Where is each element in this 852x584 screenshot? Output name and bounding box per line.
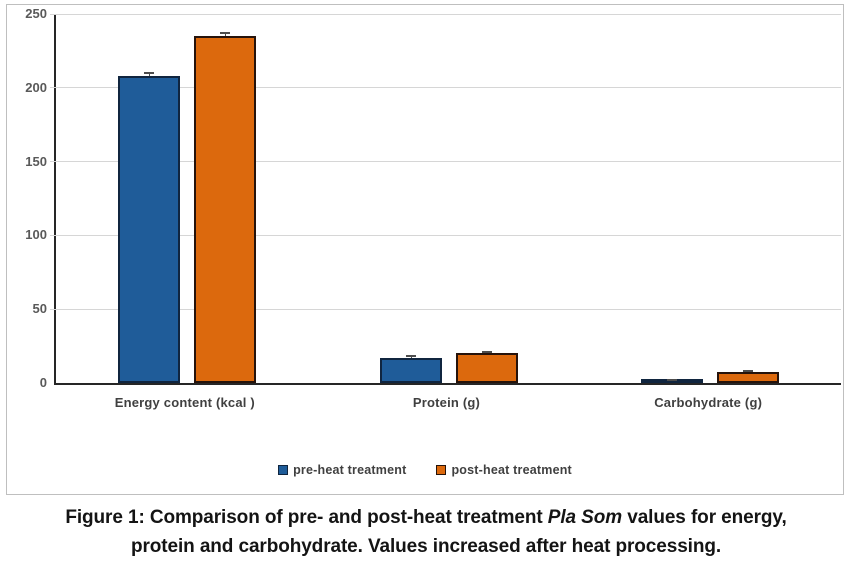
error-bar-stem <box>148 73 150 76</box>
category-label-2: Carbohydrate (g) <box>654 395 763 410</box>
chart-frame: 0 50 100 150 200 250 Energy content (kcal ) Pr… <box>6 4 844 495</box>
gridline-50 <box>50 308 841 310</box>
bar-pre-heat-cat0 <box>117 76 180 383</box>
caption-text: Figure 1: Comparison of pre- and post-he… <box>65 507 548 528</box>
category-label-0: Energy content (kcal ) <box>114 395 255 410</box>
plot-area <box>50 13 841 385</box>
caption-italic-species: Pla Som <box>547 507 623 528</box>
y-tick-label-250: 250 <box>25 6 47 21</box>
caption-text: protein and carbohydrate. Values increas… <box>130 536 722 557</box>
legend-item-post-heat: post-heat treatment <box>436 463 572 477</box>
caption-text: values for energy, <box>622 507 787 528</box>
category-label-1: Protein (g) <box>412 395 481 410</box>
error-bar-cap <box>405 355 416 358</box>
error-bar-stem <box>224 33 226 37</box>
error-bar-cap <box>143 72 154 75</box>
legend: pre-heat treatment post-heat treatment <box>7 463 843 477</box>
y-tick-label-0: 0 <box>39 375 47 390</box>
y-tick-label-200: 200 <box>25 79 47 95</box>
figure-caption: Figure 1: Comparison of pre- and post-he… <box>0 503 852 561</box>
bar-post-heat-cat1 <box>455 353 518 383</box>
error-bar-cap <box>481 351 492 353</box>
legend-label: pre-heat treatment <box>293 463 407 477</box>
error-bar-cap <box>743 369 754 372</box>
legend-swatch-icon <box>278 465 289 475</box>
gridline-100 <box>50 234 841 236</box>
legend-swatch-icon <box>436 465 447 475</box>
y-tick-label-100: 100 <box>25 227 47 243</box>
gridline-150 <box>50 161 841 163</box>
legend-label: post-heat treatment <box>451 463 572 477</box>
bar-post-heat-cat0 <box>193 36 256 383</box>
bar-post-heat-cat2 <box>717 371 780 383</box>
legend-item-pre-heat: pre-heat treatment <box>278 463 406 477</box>
y-tick-label-50: 50 <box>32 301 47 317</box>
y-tick-label-150: 150 <box>25 153 47 169</box>
bar-pre-heat-cat1 <box>379 357 442 383</box>
error-bar-cap <box>219 32 230 35</box>
gridline-200 <box>50 87 841 89</box>
gridline-250 <box>50 13 841 15</box>
error-bar-cap <box>667 379 678 382</box>
